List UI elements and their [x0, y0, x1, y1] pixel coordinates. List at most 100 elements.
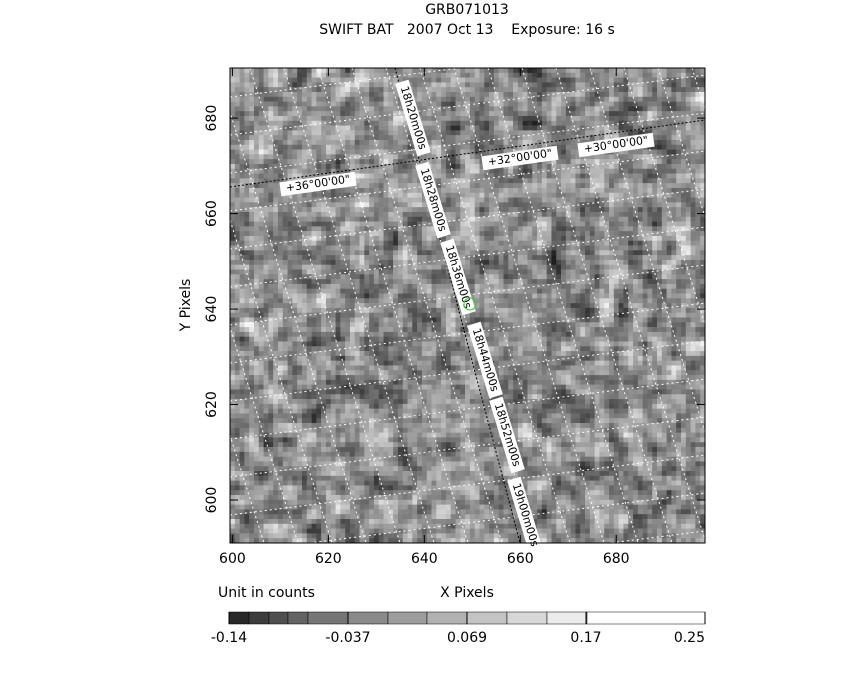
pixel	[580, 139, 586, 146]
pixel	[383, 307, 389, 313]
pixel	[249, 159, 255, 165]
pixel	[445, 101, 452, 107]
pixel	[426, 139, 432, 146]
pixel	[527, 106, 533, 112]
pixel	[258, 111, 264, 117]
pixel	[268, 303, 274, 309]
pixel	[258, 226, 264, 232]
pixel	[393, 259, 399, 266]
pixel	[388, 221, 394, 227]
pixel	[239, 250, 245, 256]
pixel	[354, 173, 360, 179]
pixel	[561, 216, 567, 222]
pixel	[230, 187, 236, 194]
pixel	[652, 183, 658, 189]
pixel	[637, 178, 643, 184]
pixel	[263, 192, 269, 198]
pixel	[263, 91, 269, 98]
pixel	[407, 154, 413, 160]
pixel	[474, 221, 480, 227]
pixel	[513, 279, 519, 285]
pixel	[445, 283, 452, 290]
pixel	[383, 255, 389, 261]
pixel	[575, 192, 581, 198]
pixel	[517, 269, 523, 275]
pixel	[297, 130, 303, 136]
pixel	[469, 115, 475, 122]
pixel	[508, 274, 514, 280]
pixel	[297, 245, 303, 251]
pixel	[513, 245, 519, 251]
pixel	[253, 163, 260, 170]
pixel	[657, 159, 663, 165]
pixel	[268, 173, 274, 179]
pixel	[537, 269, 543, 275]
pixel	[436, 149, 442, 155]
pixel	[364, 82, 370, 88]
pixel	[585, 68, 591, 74]
pixel	[498, 226, 504, 232]
pixel	[570, 303, 576, 309]
pixel	[253, 125, 260, 131]
pixel	[287, 192, 293, 198]
pixel	[556, 303, 562, 309]
pixel	[297, 111, 303, 117]
pixel	[230, 211, 236, 218]
pixel	[633, 283, 639, 290]
pixel	[441, 202, 447, 208]
pixel	[441, 264, 447, 270]
pixel	[484, 231, 490, 237]
pixel	[373, 288, 380, 294]
pixel	[594, 87, 600, 93]
pixel	[671, 250, 677, 256]
pixel	[546, 159, 552, 165]
pixel	[517, 235, 523, 242]
pixel	[493, 111, 499, 117]
pixel	[503, 139, 509, 146]
pixel	[541, 279, 547, 285]
pixel	[517, 87, 523, 93]
pixel	[565, 259, 571, 266]
pixel	[652, 240, 658, 246]
pixel	[479, 255, 485, 261]
pixel	[273, 82, 279, 88]
pixel	[311, 274, 317, 280]
pixel	[330, 235, 336, 242]
pixel	[489, 274, 495, 280]
pixel	[249, 149, 255, 155]
pixel	[537, 192, 543, 198]
pixel	[445, 111, 452, 117]
pixel	[292, 245, 298, 251]
pixel	[623, 68, 629, 74]
pixel	[508, 183, 514, 189]
pixel	[306, 293, 312, 299]
pixel	[426, 115, 432, 122]
pixel	[407, 216, 413, 222]
pixel	[498, 168, 504, 174]
pixel	[311, 269, 317, 275]
pixel	[402, 283, 408, 290]
pixel	[306, 115, 312, 122]
pixel	[335, 154, 341, 160]
pixel	[551, 192, 557, 198]
pixel	[359, 231, 365, 237]
pixel	[369, 115, 375, 122]
pixel	[690, 259, 696, 266]
pixel	[239, 125, 245, 131]
pixel	[522, 125, 528, 131]
pixel	[407, 283, 413, 290]
pixel	[445, 303, 452, 309]
pixel	[230, 231, 236, 237]
pixel	[349, 72, 356, 78]
pixel	[244, 211, 250, 218]
pixel	[340, 135, 346, 141]
pixel	[484, 192, 490, 198]
pixel	[527, 72, 533, 78]
pixel	[513, 183, 519, 189]
pixel	[556, 154, 562, 160]
pixel	[609, 68, 615, 74]
pixel	[325, 187, 332, 194]
pixel	[489, 115, 495, 122]
pixel	[253, 307, 260, 313]
pixel	[484, 283, 490, 290]
